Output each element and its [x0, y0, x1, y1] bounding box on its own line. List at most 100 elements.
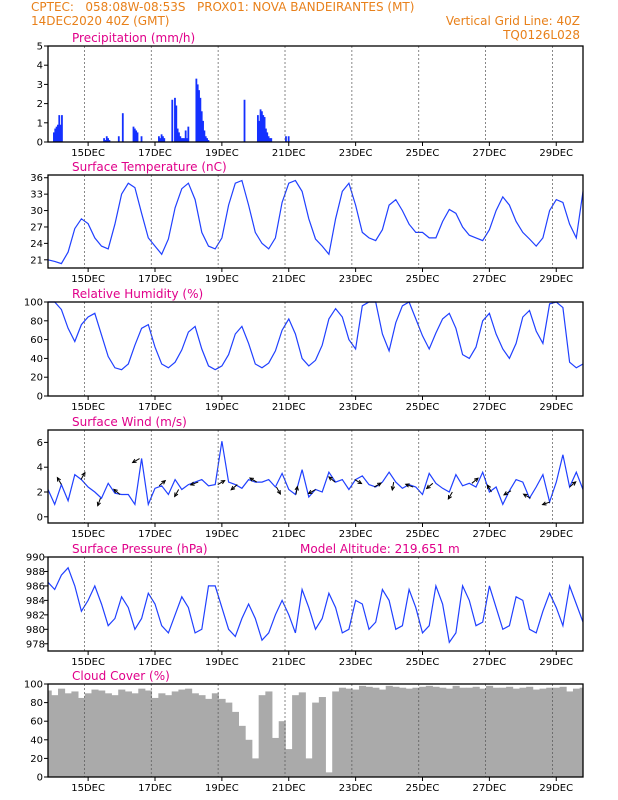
x-tick-label: 19DEC [205, 148, 239, 159]
cloud-bar [379, 689, 387, 777]
precip-bar [179, 136, 182, 142]
x-tick-label: 25DEC [406, 529, 440, 540]
x-tick-label: 23DEC [339, 148, 373, 159]
wind-arrow [523, 493, 531, 499]
precip-bar [174, 97, 176, 142]
cloud-bar [225, 702, 233, 777]
panel-6: 0 20 40 60 80 100 15DEC 17DEC 19DEC 21DEC 23DEC 25D… [24, 669, 584, 794]
precip-bar [207, 140, 210, 142]
precip-bar [258, 120, 261, 142]
precip-bar [180, 138, 183, 142]
wind-arrow [56, 477, 62, 485]
x-tick-label: 27DEC [473, 529, 507, 540]
precip-bar [171, 99, 174, 142]
wind-arrow-head [161, 479, 167, 485]
precip-bar [186, 138, 188, 142]
precip-bar [287, 136, 290, 142]
wind-arrow [391, 481, 395, 491]
cloud-bar [352, 689, 360, 777]
cloud-bar [419, 686, 427, 777]
precip-bar [269, 138, 271, 142]
cloud-bar [338, 687, 346, 777]
precip-bar [54, 128, 57, 142]
series-line [47, 179, 584, 265]
cloud-bar [405, 688, 413, 777]
x-tick-label: 15DEC [71, 402, 105, 413]
precip-bar [243, 99, 246, 142]
wind-arrow [542, 501, 551, 506]
cloud-bar [539, 688, 547, 777]
y-tick-label: 5 [37, 42, 43, 53]
header-run-date: 14DEC2020 40Z (GMT) [31, 14, 170, 28]
cloud-bar [218, 698, 226, 777]
y-tick-label: 60 [30, 717, 43, 728]
y-tick-label: 60 [30, 335, 43, 346]
precip-bar [202, 120, 204, 142]
wind-arrow [217, 480, 225, 485]
y-tick-label: 978 [26, 639, 45, 650]
precip-bar [135, 130, 138, 142]
y-tick-label: 986 [26, 581, 45, 592]
wind-arrow-head [503, 491, 509, 496]
precip-bar [158, 136, 160, 142]
cloud-bar [566, 691, 574, 777]
wind-arrow [113, 488, 121, 495]
cloud-bar [151, 697, 159, 777]
precip-bar [59, 124, 62, 142]
x-tick-label: 25DEC [406, 657, 440, 668]
cloud-bar [171, 691, 179, 777]
panel-subtitle: Model Altitude: 219.651 m [300, 542, 460, 556]
panel-title: Surface Pressure (hPa) [72, 542, 208, 556]
wind-arrow [230, 484, 238, 491]
cloud-bar [278, 721, 286, 777]
cloud-bar [519, 687, 527, 777]
y-tick-label: 24 [30, 239, 43, 250]
cloud-bar [48, 690, 52, 777]
x-tick-label: 21DEC [272, 529, 306, 540]
cloud-bar [432, 686, 440, 777]
cloud-bar [118, 689, 126, 777]
x-tick-label: 17DEC [138, 657, 172, 668]
precip-bar [262, 115, 265, 142]
cloud-bar [158, 693, 166, 777]
wind-arrow [80, 472, 86, 480]
x-tick-label: 29DEC [539, 783, 573, 794]
cloud-bar [191, 693, 199, 777]
cloud-bar [205, 698, 213, 777]
cloud-bar [251, 758, 260, 777]
precip-bar [136, 132, 139, 142]
precip-bar [263, 117, 266, 142]
cloud-bar [58, 688, 66, 777]
precip-bar [160, 134, 163, 142]
x-tick-label: 17DEC [138, 783, 172, 794]
cloud-bar [131, 693, 139, 777]
wind-arrow [328, 476, 336, 483]
wind-arrow [471, 477, 479, 484]
cloud-bar [559, 686, 567, 777]
x-tick-label: 15DEC [71, 657, 105, 668]
wind-arrow-head [230, 485, 236, 491]
panel-frame [47, 174, 584, 269]
cloud-bar [71, 691, 79, 777]
cloud-bar [412, 687, 420, 777]
cloud-bar [385, 685, 393, 777]
cloud-bar [425, 685, 433, 777]
precip-bar [140, 136, 143, 142]
wind-arrow [354, 479, 362, 485]
y-tick-label: 80 [30, 316, 43, 327]
precip-bar [196, 84, 199, 142]
panel-title: Precipitation (mm/h) [72, 31, 195, 45]
y-tick-label: 20 [30, 373, 43, 384]
cloud-bar [138, 688, 146, 777]
x-tick-label: 29DEC [539, 274, 573, 285]
cloud-bar [546, 687, 554, 777]
x-tick-label: 15DEC [71, 529, 105, 540]
cloud-bar [572, 688, 581, 777]
x-tick-label: 19DEC [205, 274, 239, 285]
cloud-bar [198, 695, 206, 777]
wind-arrow [132, 458, 140, 463]
cloud-bar [479, 688, 487, 777]
precip-bar [159, 138, 162, 142]
cloud-bar [492, 687, 500, 777]
x-tick-label: 21DEC [272, 783, 306, 794]
